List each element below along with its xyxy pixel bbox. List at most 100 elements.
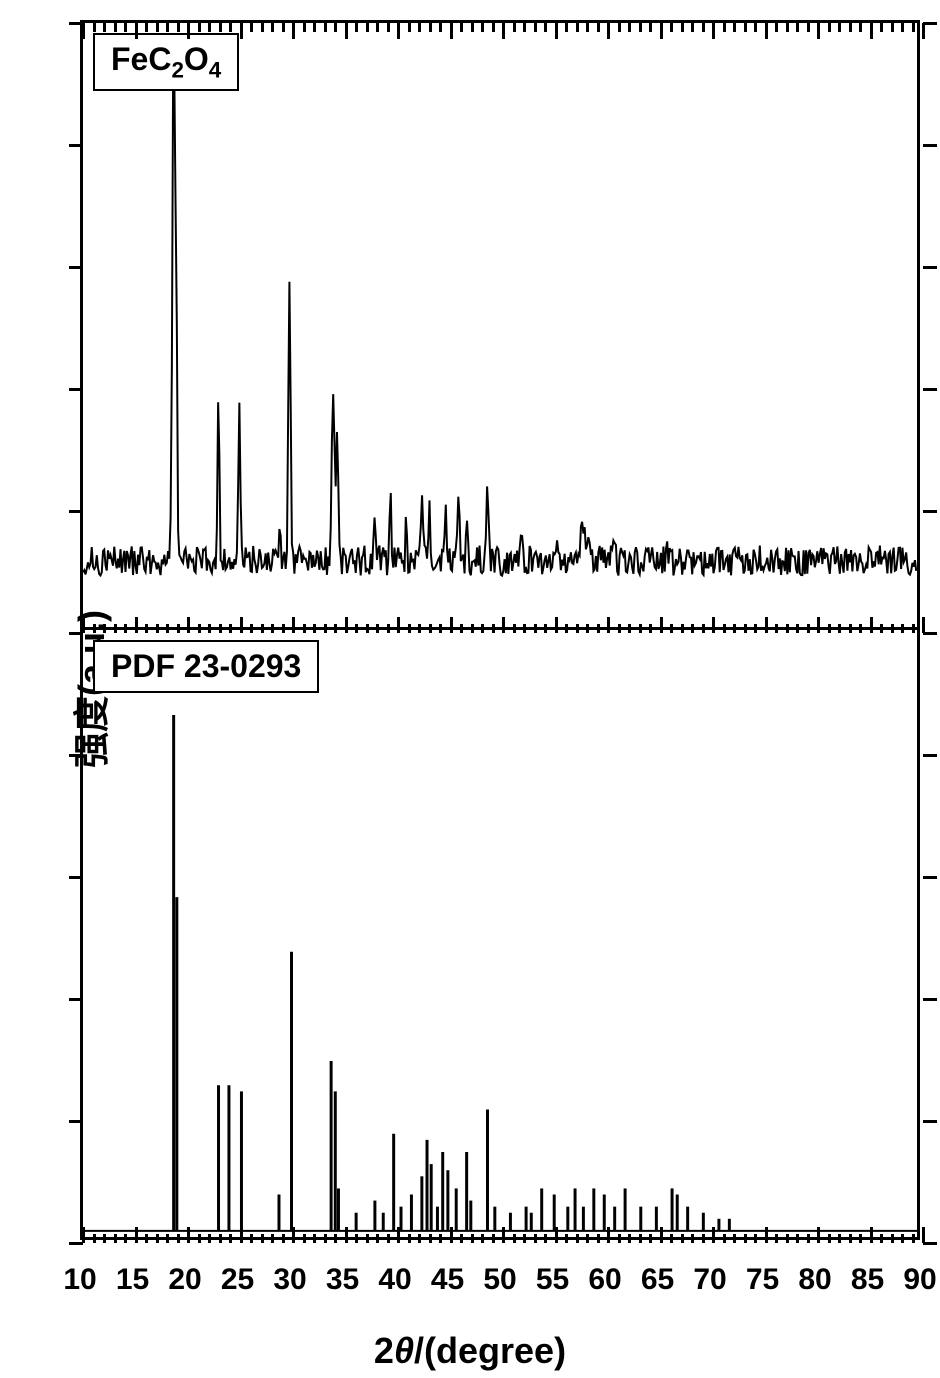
x-tick-mark (628, 1234, 631, 1243)
x-tick-mark (282, 23, 285, 32)
y-tick-mark (923, 266, 937, 269)
x-tick-mark (219, 624, 222, 633)
x-tick-mark (303, 23, 306, 32)
x-tick-mark (565, 1234, 568, 1243)
x-tick-mark (513, 23, 516, 32)
x-tick-mark (250, 1234, 253, 1243)
x-tick-mark (754, 624, 757, 633)
x-tick-mark (219, 23, 222, 32)
x-tick-mark (912, 624, 915, 633)
y-tick-mark (923, 998, 937, 1001)
x-tick-mark (880, 1234, 883, 1243)
y-tick-mark (923, 632, 937, 635)
x-tick-mark (597, 624, 600, 633)
x-tick-mark (523, 1234, 526, 1243)
x-tick-mark (649, 1234, 652, 1243)
x-tick-mark (670, 1234, 673, 1243)
x-tick-mark (229, 23, 232, 32)
x-tick-mark (345, 1227, 348, 1243)
x-tick-mark (712, 23, 715, 39)
x-tick-label: 65 (641, 1263, 674, 1297)
x-tick-mark (880, 624, 883, 633)
x-tick-mark (187, 23, 190, 39)
x-tick-mark (103, 23, 106, 32)
x-tick-mark (471, 624, 474, 633)
x-tick-label: 60 (588, 1263, 621, 1297)
x-tick-mark (471, 23, 474, 32)
x-tick-mark (859, 624, 862, 633)
x-tick-mark (817, 617, 820, 633)
x-tick-mark (922, 617, 925, 633)
x-tick-mark (870, 1227, 873, 1243)
x-tick-mark (523, 624, 526, 633)
x-tick-mark (366, 624, 369, 633)
x-tick-mark (376, 624, 379, 633)
x-tick-mark (922, 23, 925, 39)
x-tick-mark (460, 624, 463, 633)
x-tick-mark (366, 1234, 369, 1243)
x-tick-mark (639, 23, 642, 32)
x-tick-mark (82, 617, 85, 633)
x-tick-mark (450, 23, 453, 39)
x-tick-mark (240, 617, 243, 633)
x-tick-mark (828, 624, 831, 633)
x-tick-mark (733, 23, 736, 32)
x-tick-label: 45 (431, 1263, 464, 1297)
x-tick-mark (544, 23, 547, 32)
x-tick-mark (712, 1227, 715, 1243)
x-tick-mark (145, 624, 148, 633)
x-tick-mark (261, 1234, 264, 1243)
x-tick-mark (702, 23, 705, 32)
x-tick-mark (775, 624, 778, 633)
x-tick-mark (586, 1234, 589, 1243)
x-tick-mark (135, 23, 138, 39)
x-tick-mark (208, 23, 211, 32)
y-tick-mark (69, 266, 83, 269)
x-tick-mark (502, 23, 505, 39)
x-tick-mark (187, 617, 190, 633)
x-tick-mark (250, 23, 253, 32)
x-tick-mark (355, 23, 358, 32)
x-tick-mark (229, 624, 232, 633)
y-tick-mark (923, 510, 937, 513)
x-tick-mark (429, 1234, 432, 1243)
x-tick-mark (145, 1234, 148, 1243)
x-tick-mark (618, 23, 621, 32)
top-spectrum-svg (83, 23, 917, 627)
y-tick-mark (69, 22, 83, 25)
x-tick-mark (891, 624, 894, 633)
x-tick-mark (586, 624, 589, 633)
x-tick-mark (271, 624, 274, 633)
x-tick-mark (901, 23, 904, 32)
x-tick-mark (807, 23, 810, 32)
x-tick-mark (849, 23, 852, 32)
x-tick-mark (271, 23, 274, 32)
x-tick-mark (292, 617, 295, 633)
x-tick-mark (744, 1234, 747, 1243)
y-tick-mark (69, 510, 83, 513)
x-tick-label: 40 (378, 1263, 411, 1297)
x-tick-mark (450, 1227, 453, 1243)
panel-bottom-label: PDF 23-0293 (93, 640, 319, 693)
x-tick-mark (838, 624, 841, 633)
x-tick-mark (555, 617, 558, 633)
x-tick-mark (723, 23, 726, 32)
x-tick-mark (313, 23, 316, 32)
x-tick-label: 70 (693, 1263, 726, 1297)
x-tick-mark (817, 23, 820, 39)
x-tick-mark (786, 23, 789, 32)
x-tick-mark (355, 624, 358, 633)
x-tick-mark (93, 624, 96, 633)
x-tick-mark (807, 1234, 810, 1243)
x-tick-mark (796, 1234, 799, 1243)
x-tick-mark (292, 23, 295, 39)
y-tick-mark (923, 1120, 937, 1123)
x-tick-mark (282, 624, 285, 633)
x-tick-mark (702, 1234, 705, 1243)
x-tick-mark (82, 23, 85, 39)
x-axis-label: 2θ/(degree) (374, 1330, 566, 1372)
x-tick-mark (481, 624, 484, 633)
x-tick-mark (93, 23, 96, 32)
x-tick-mark (439, 23, 442, 32)
x-tick-mark (114, 1234, 117, 1243)
